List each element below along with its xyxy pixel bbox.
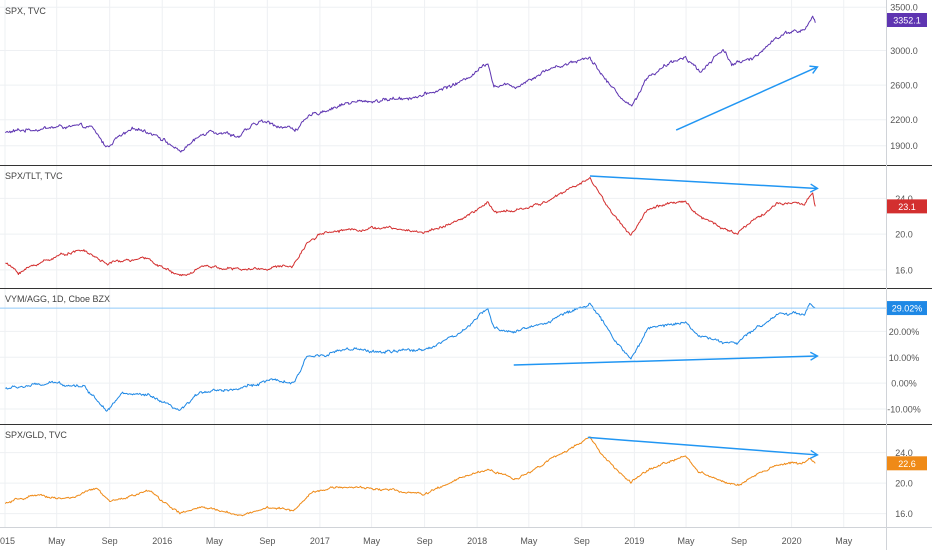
trend-arrow[interactable] [513, 351, 819, 366]
x-tick-label: May [48, 536, 66, 546]
y-tick-label: 16.0 [895, 509, 913, 519]
last-value-badge [887, 456, 927, 471]
x-tick-label: May [678, 536, 696, 546]
last-value-label: 3352.1 [893, 15, 921, 25]
trend-arrow[interactable] [589, 175, 819, 193]
y-tick-label: 3500.0 [890, 3, 918, 13]
last-value-label: 23.1 [898, 202, 916, 212]
pane-2[interactable]: 16.0 20.0 24.023.1 SPX/TLT, TVC [0, 171, 927, 277]
pane-title: SPX/GLD, TVC [5, 430, 67, 440]
x-tick-label: May [835, 536, 853, 546]
x-tick-label: May [206, 536, 224, 546]
x-tick-label: 2019 [624, 536, 644, 546]
y-tick-label: -10.00% [887, 405, 921, 415]
y-tick-label: 3000.0 [890, 46, 918, 56]
last-value-label: 29.02% [892, 304, 923, 314]
series-line [5, 15, 816, 153]
pane-title: VYM/AGG, 1D, Cboe BZX [5, 294, 110, 304]
series-line [5, 302, 816, 412]
pane-1[interactable]: 1900.0 2200.0 2600.0 3000.0 3500.0 3352.1 SPX,… [0, 3, 927, 153]
x-tick-label: 2016 [152, 536, 172, 546]
x-tick-label: 2020 [782, 536, 802, 546]
pane-3[interactable]: -10.00% 0.00% 10.00% 20.00% 29.02% VYM/AGG, 1… [0, 294, 927, 415]
y-tick-label: 2200.0 [890, 115, 918, 125]
last-value-badge [887, 199, 927, 214]
y-tick-label: 20.0 [895, 230, 913, 240]
y-tick-label: 24.0 [895, 448, 913, 458]
x-tick-label: May [520, 536, 538, 546]
pane-title: SPX/TLT, TVC [5, 171, 63, 181]
pane-4[interactable]: 16.0 20.0 24.022.6 SPX/GLD, TVC [0, 430, 927, 519]
x-tick-label: 2015 [0, 536, 15, 546]
y-tick-label: 0.00% [891, 379, 917, 389]
x-tick-label: Sep [574, 536, 590, 546]
y-tick-label: 2600.0 [890, 81, 918, 91]
x-tick-label: 2018 [467, 536, 487, 546]
series-line [4, 436, 816, 517]
y-tick-label: 10.00% [889, 353, 920, 363]
y-tick-label: 20.00% [889, 327, 920, 337]
y-tick-label: 24.0 [895, 194, 913, 204]
x-tick-label: Sep [102, 536, 118, 546]
x-tick-label: May [363, 536, 381, 546]
x-tick-label: Sep [259, 536, 275, 546]
last-value-badge [887, 301, 927, 316]
series-line [5, 176, 816, 277]
y-tick-label: 1900.0 [890, 141, 918, 151]
y-tick-label: 16.0 [895, 265, 913, 275]
last-value-badge [887, 12, 927, 27]
last-value-label: 22.6 [898, 459, 916, 469]
y-tick-label: 20.0 [895, 479, 913, 489]
x-tick-label: Sep [731, 536, 747, 546]
x-tick-label: 2017 [310, 536, 330, 546]
pane-title: SPX, TVC [5, 6, 46, 16]
trend-arrow[interactable] [675, 65, 819, 131]
x-tick-label: Sep [417, 536, 433, 546]
trend-arrow[interactable] [587, 436, 819, 460]
